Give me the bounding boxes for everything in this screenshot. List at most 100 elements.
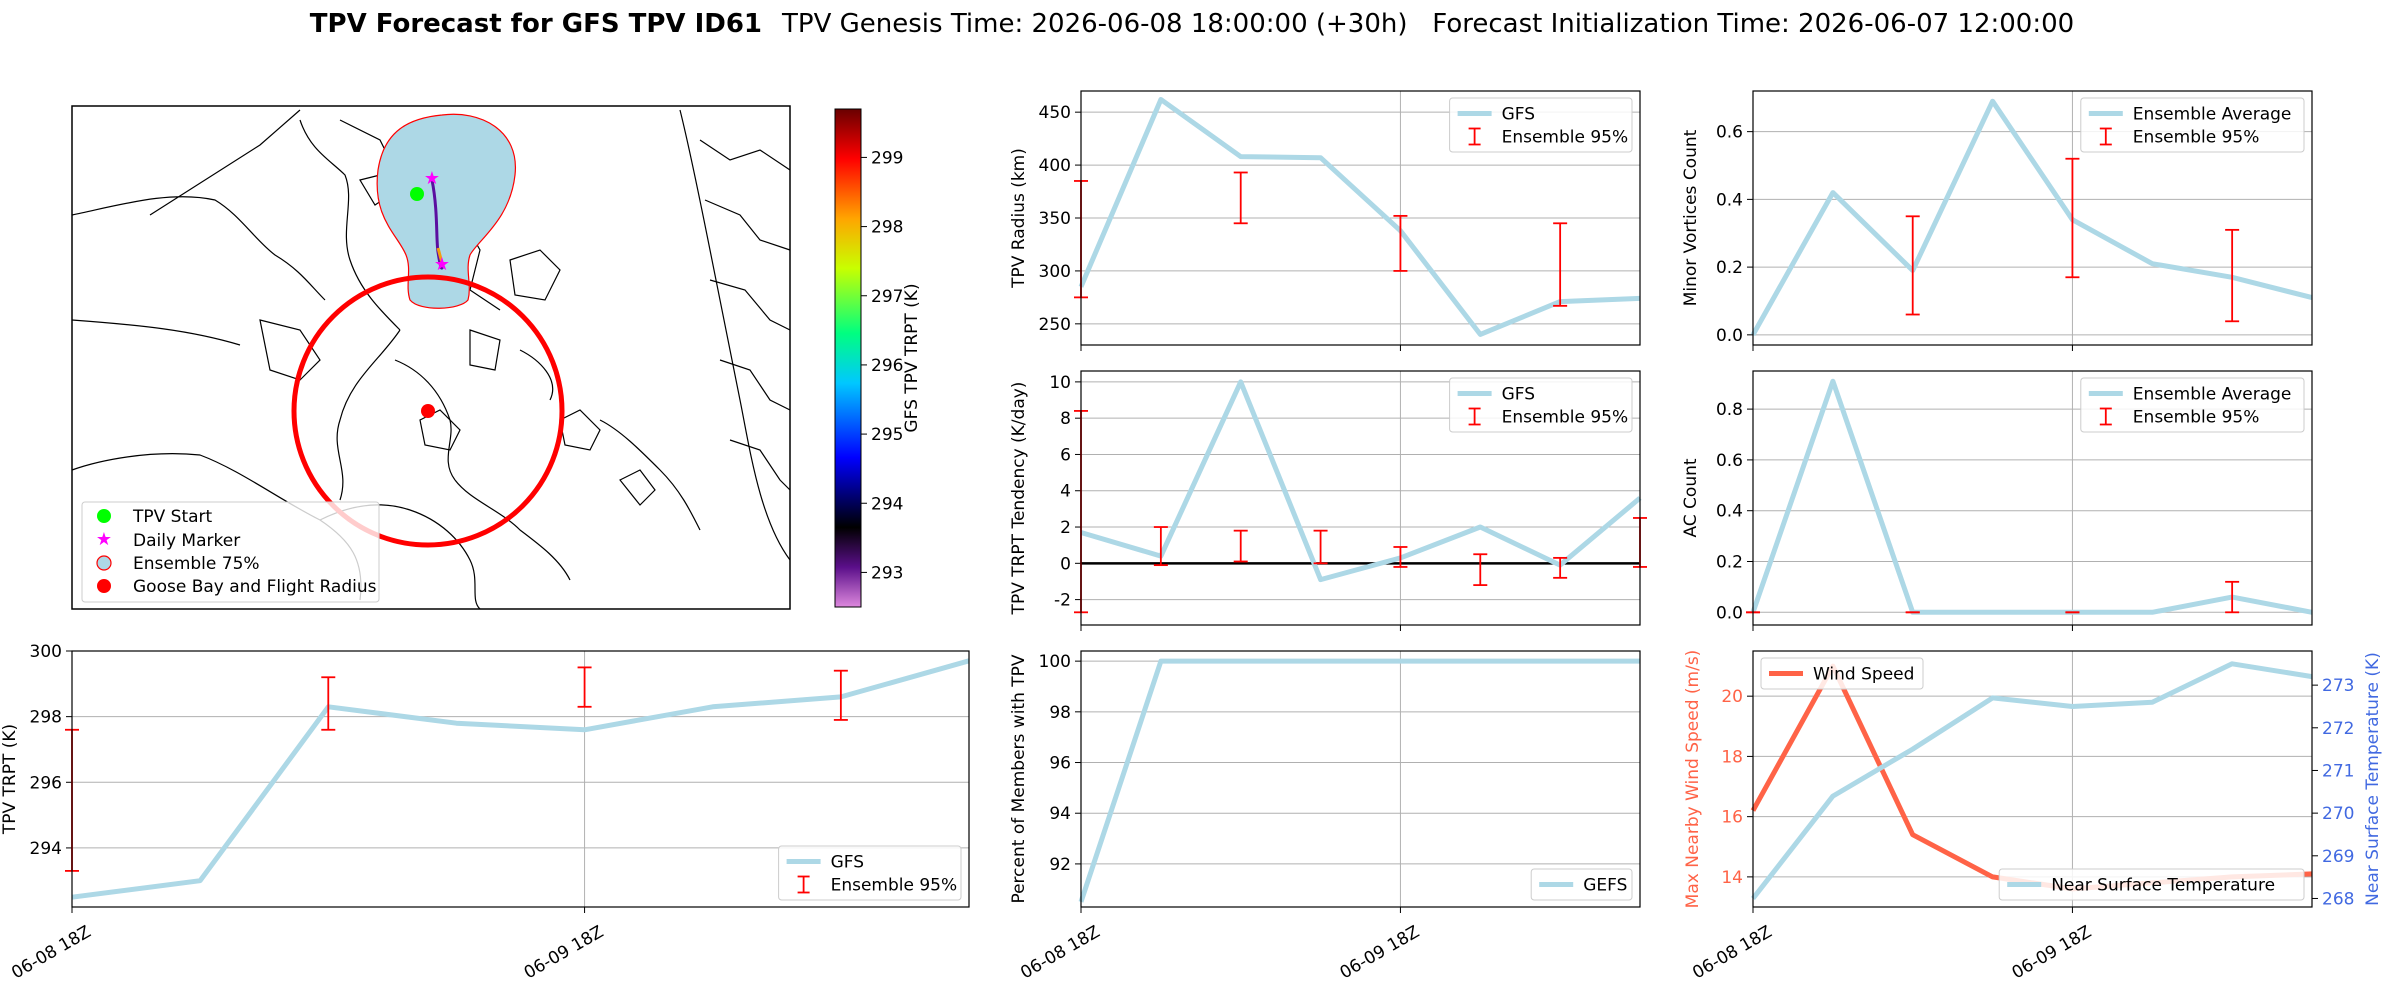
y-axis-label: TPV Radius (km) (1009, 148, 1029, 289)
colorbar-gradient (834, 108, 862, 608)
legend-label: Ensemble Average (2133, 105, 2292, 125)
chart-radius: 250 300 350 400 450 TPV Radius (km) GFS Ensembl… (1009, 90, 1641, 351)
legend-ensemble-icon (96, 555, 112, 571)
y-tick-label: 298 (30, 708, 62, 728)
errorbar (833, 669, 848, 721)
chart-minor: 0.0 0.2 0.4 0.6 Minor Vortices Count Ensemble… (1681, 90, 2313, 351)
series-line (71, 658, 970, 900)
y-tick-label: 0.8 (1716, 400, 1743, 420)
legend-label: Ensemble 95% (1502, 128, 1629, 148)
tpv-start-marker (410, 187, 424, 201)
legend-label: GFS (1502, 385, 1535, 405)
colorbar-ticks: 293 294 295 296 297 298 299 (861, 148, 903, 583)
legend-box (1449, 377, 1633, 433)
plot-frame (1080, 370, 1641, 626)
legend-errorbar-icon (2099, 407, 2112, 426)
chart-percent: 06-08 18Z 06-09 18Z 92 94 96 98 100 Percent of … (1009, 650, 1641, 982)
errorbar (1233, 529, 1248, 563)
legend-goose-icon (97, 579, 111, 593)
ensemble-75-polygon (376, 113, 516, 309)
y-tick-label: 10 (1049, 373, 1071, 393)
y-tick-label: 98 (1049, 703, 1071, 723)
legend-box (1998, 868, 2305, 901)
y-right-tick-label: 268 (2322, 889, 2354, 909)
tpv-track-late (436, 247, 444, 263)
legend-label: Near Surface Temperature (2051, 876, 2275, 896)
plot-frame (1752, 650, 2313, 908)
series-line (1750, 378, 2313, 615)
y-right-tick-label: 269 (2322, 847, 2354, 867)
legend-box (778, 845, 962, 901)
legend-label: GEFS (1583, 876, 1627, 896)
series-line (1750, 98, 2313, 337)
y-axis-label: Percent of Members with TPV (1009, 654, 1029, 903)
y-tick-label: 92 (1049, 855, 1071, 875)
legend: Ensemble Average Ensemble 95% (2080, 97, 2305, 153)
colorbar-tick-label: 299 (871, 148, 903, 168)
errorbar (1905, 215, 1920, 316)
map-panel: ★ ★ TPV Start ★ Daily Marker Ensemble 75… (71, 105, 791, 610)
y-tick-label: 4 (1060, 482, 1071, 502)
errorbar (2065, 157, 2080, 279)
y-right-tick-label: 270 (2322, 804, 2354, 824)
errorbar (1153, 526, 1168, 567)
y-axis-label: TPV TRPT (K) (0, 724, 20, 835)
series-line (1078, 97, 1641, 337)
x-tick-label: 06-08 18Z (1017, 922, 1103, 982)
y-tick-label: -2 (1054, 591, 1071, 611)
legend: Ensemble Average Ensemble 95% (2080, 377, 2305, 433)
y-tick-label: 2 (1060, 518, 1071, 538)
charts-layer: 250 300 350 400 450 TPV Radius (km) GFS Ensembl… (0, 90, 2383, 982)
colorbar-tick-label: 297 (871, 287, 903, 307)
legend-daily-icon: ★ (96, 529, 112, 550)
y-axis-label: TPV TRPT Tendency (K/day) (1009, 382, 1029, 616)
colorbar-tick-label: 293 (871, 563, 903, 583)
legend-label: Ensemble 95% (2133, 128, 2260, 148)
y-tick-label: 350 (1039, 209, 1071, 229)
legend-label: GFS (831, 853, 864, 873)
y-axis-label: AC Count (1681, 458, 1701, 537)
y-tick-label: 0.2 (1716, 258, 1743, 278)
map-legend: TPV Start ★ Daily Marker Ensemble 75% Go… (81, 501, 380, 603)
y-right-axis-label: Near Surface Temperature (K) (2363, 652, 2383, 906)
legend-start-icon (97, 509, 111, 523)
y-tick-label: 6 (1060, 445, 1071, 465)
plot-frame (1752, 370, 2313, 626)
x-tick-label: 06-09 18Z (1337, 922, 1423, 982)
errorbar (1393, 214, 1408, 272)
colorbar-tick-label: 298 (871, 218, 903, 238)
y-tick-label: 300 (30, 642, 62, 662)
y-tick-label: 100 (1039, 652, 1071, 672)
ensemble-75-region (376, 113, 516, 309)
errorbar (577, 666, 592, 708)
series-line-temperature (1751, 661, 2313, 901)
daily-marker-1: ★ (424, 168, 440, 189)
y-tick-label: 96 (1049, 754, 1071, 774)
y-tick-label: 0.4 (1716, 502, 1743, 522)
plot-frame (1080, 650, 1641, 908)
y-tick-label: 94 (1049, 804, 1071, 824)
legend-label: Ensemble Average (2133, 385, 2292, 405)
errorbar (1233, 171, 1248, 225)
x-tick-label: 06-08 18Z (1689, 922, 1775, 982)
x-tick-label: 06-08 18Z (8, 922, 94, 982)
legend: GFS Ensemble 95% (1449, 377, 1633, 433)
y-tick-label: 20 (1721, 687, 1743, 707)
y-tick-label: 450 (1039, 103, 1071, 123)
y-right-tick-label: 273 (2322, 676, 2354, 696)
colorbar-tick-label: 294 (871, 494, 903, 514)
y-tick-label: 14 (1721, 868, 1743, 888)
errorbar (2225, 228, 2240, 323)
chart-tendency: -2 0 2 4 6 8 10 TPV TRPT Tendency (K/day) GFS Ens… (1009, 370, 1647, 631)
title-rest: TPV Genesis Time: 2026-06-08 18:00:00 (+… (781, 9, 2074, 39)
errorbar (321, 676, 336, 731)
y-tick-label: 0.4 (1716, 190, 1743, 210)
errorbar (1553, 556, 1568, 579)
errorbar (1473, 553, 1488, 586)
y-axis-label: Max Nearby Wind Speed (m/s) (1683, 650, 1703, 909)
legend-errorbar-icon (1468, 407, 1481, 426)
x-tick-label: 06-09 18Z (521, 922, 607, 982)
y-tick-label: 0 (1060, 554, 1071, 574)
y-tick-label: 294 (30, 839, 62, 859)
